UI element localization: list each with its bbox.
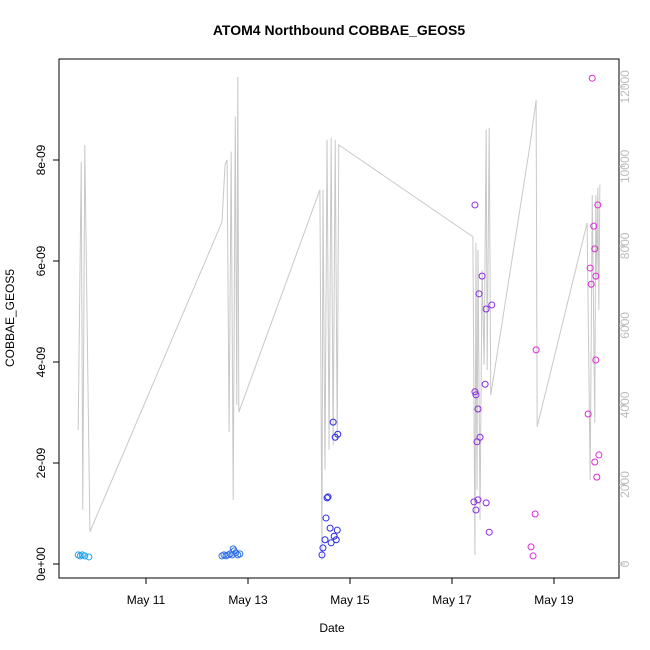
data-point xyxy=(590,222,598,230)
y2-tick-label: 6000 xyxy=(618,312,632,339)
data-point xyxy=(472,391,480,399)
data-point xyxy=(482,499,490,507)
data-point xyxy=(482,305,490,313)
data-point xyxy=(332,536,340,544)
data-point xyxy=(321,536,329,544)
data-point xyxy=(323,494,331,502)
y-tick-label: 2e-09 xyxy=(34,447,48,478)
data-point xyxy=(472,506,480,514)
y2-tick-label: 0 xyxy=(618,560,632,567)
y-tick-label: 6e-09 xyxy=(34,245,48,276)
data-point xyxy=(478,272,486,280)
y2-tick-label: 12000 xyxy=(618,70,632,104)
data-point xyxy=(333,526,341,534)
y-tick-label: 0e+00 xyxy=(34,547,48,581)
data-point xyxy=(593,473,601,481)
data-point xyxy=(485,528,493,536)
data-point xyxy=(488,301,496,309)
x-tick-label: May 17 xyxy=(432,593,472,607)
data-point xyxy=(476,433,484,441)
data-point xyxy=(532,346,540,354)
x-tick-label: May 15 xyxy=(330,593,370,607)
data-point xyxy=(330,532,338,540)
y-tick-label: 4e-09 xyxy=(34,346,48,377)
data-point xyxy=(324,493,332,501)
data-point xyxy=(527,543,535,551)
data-point xyxy=(85,553,93,561)
data-point xyxy=(529,552,537,560)
y2-tick-label: 4000 xyxy=(618,391,632,418)
data-point xyxy=(326,524,334,532)
data-point xyxy=(319,544,327,552)
data-point xyxy=(334,430,342,438)
y2-tick-label: 2000 xyxy=(618,471,632,498)
data-point xyxy=(592,272,600,280)
data-point xyxy=(481,380,489,388)
x-tick-label: May 19 xyxy=(534,593,574,607)
data-point xyxy=(586,264,594,272)
data-point xyxy=(232,549,240,557)
data-point xyxy=(230,547,238,555)
data-point xyxy=(587,280,595,288)
plot-frame xyxy=(58,58,620,579)
chart-title: ATOM4 Northbound COBBAE_GEOS5 xyxy=(213,22,465,38)
data-point xyxy=(329,418,337,426)
altitude-line xyxy=(77,76,601,561)
x-axis-label: Date xyxy=(319,621,345,635)
y-axis-label: COBBAE_GEOS5 xyxy=(3,269,17,367)
data-point xyxy=(471,388,479,396)
data-point xyxy=(470,498,478,506)
data-point xyxy=(584,410,592,418)
data-point xyxy=(236,550,244,558)
data-point xyxy=(591,458,599,466)
data-point xyxy=(595,451,603,459)
y2-tick-label: 10000 xyxy=(618,149,632,183)
data-point xyxy=(591,245,599,253)
data-point xyxy=(327,539,335,547)
data-point xyxy=(471,201,479,209)
data-point xyxy=(318,551,326,559)
data-point xyxy=(475,290,483,298)
data-point xyxy=(474,496,482,504)
x-tick-label: May 13 xyxy=(228,593,268,607)
data-point xyxy=(322,514,330,522)
y-tick-label: 8e-09 xyxy=(34,144,48,175)
y2-tick-label: 8000 xyxy=(618,232,632,259)
data-point xyxy=(594,201,602,209)
data-point xyxy=(474,405,482,413)
data-point xyxy=(592,356,600,364)
data-point xyxy=(531,510,539,518)
x-tick-label: May 11 xyxy=(127,593,166,607)
data-point xyxy=(81,552,89,560)
data-point xyxy=(588,74,596,82)
